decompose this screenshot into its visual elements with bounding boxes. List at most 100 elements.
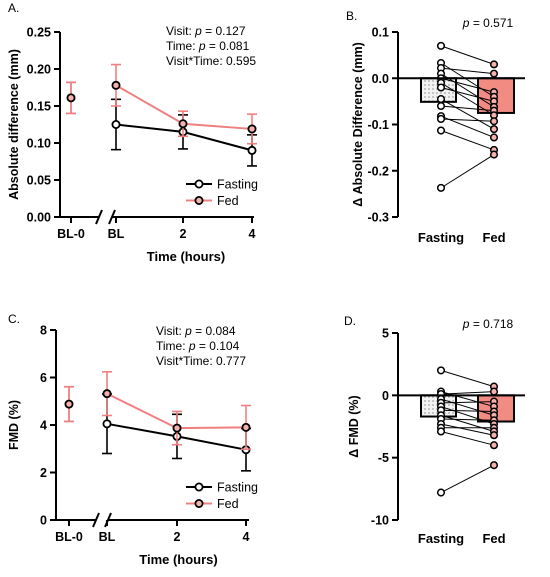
panel-d-paired-line xyxy=(440,418,495,421)
panel-c-x-axis-label: Time (hours) xyxy=(139,552,218,567)
panel-a-stats-text: Time: p = 0.081 xyxy=(166,39,250,53)
panel-c-y-tick-label: 6 xyxy=(40,371,47,385)
panel-d-point-fed xyxy=(489,441,499,450)
panel-d-y-tick-label: 0 xyxy=(382,389,389,403)
panel-a-series-fed-point xyxy=(111,80,121,90)
panel-a-x-tick-label: BL xyxy=(108,227,125,241)
panel-b-y-tick-label: 0.0 xyxy=(372,72,389,86)
panel-c-y-tick-label: 4 xyxy=(40,419,47,433)
panel-b-paired-line xyxy=(440,105,495,112)
panel-a-stats-text: Visit: p = 0.127 xyxy=(166,24,246,38)
panel-b-y-tick-label: 0.1 xyxy=(372,26,389,40)
panel-b-point-fasting xyxy=(436,183,446,192)
panel-d-point-fasting xyxy=(436,427,446,436)
panel-a-baseline-point xyxy=(66,93,76,103)
panel-c-series-fasting-point xyxy=(102,419,112,429)
panel-a-legend-marker-fasting xyxy=(194,179,204,189)
panel-a-x-tick-label: BL-0 xyxy=(57,227,85,241)
panel-b-paired-line xyxy=(440,45,495,65)
panel-a-x-axis-label: Time (hours) xyxy=(147,249,226,264)
panel-b-point-fed xyxy=(489,125,499,134)
panel-b-panel-label: B. xyxy=(346,9,357,23)
panel-d-stats-text: p = 0.718 xyxy=(462,317,514,331)
panel-b-point-fed xyxy=(489,69,499,78)
panel-b-point-fed xyxy=(489,117,499,126)
panel-b-y-tick-label: -0.1 xyxy=(367,118,389,132)
panel-a-series-fed-point xyxy=(247,124,257,134)
panel-d-paired-line xyxy=(440,409,495,413)
panel-b-category-label-fasting: Fasting xyxy=(418,230,464,245)
panel-c-legend-label-fasting: Fasting xyxy=(217,481,258,495)
panel-b-point-fed xyxy=(489,60,499,69)
panel-d-paired-line xyxy=(440,406,495,425)
panel-a-legend-label-fasting: Fasting xyxy=(217,178,258,192)
panel-a-x-tick-label: 2 xyxy=(180,227,187,241)
panel-b-stats-text: p = 0.571 xyxy=(462,16,514,30)
panel-c-stats-text: Visit: p = 0.084 xyxy=(156,324,236,338)
panel-b-paired-line xyxy=(440,154,495,189)
panel-a-y-tick-label: 0.00 xyxy=(27,211,51,225)
panel-c-x-tick-label: 2 xyxy=(174,530,181,544)
panel-d-point-fasting xyxy=(436,488,446,497)
panel-c-legend-marker-fasting xyxy=(194,482,204,492)
panel-b-point-fasting xyxy=(436,114,446,123)
panel-d-category-label-fasting: Fasting xyxy=(418,531,464,546)
panel-a-y-axis-label: Absolute difference (mm) xyxy=(7,49,21,200)
panel-d-y-tick-label: -5 xyxy=(378,451,389,465)
panel-d-paired-line xyxy=(440,414,495,432)
panel-d-paired-line xyxy=(440,401,495,404)
panel-c-x-tick-label: BL-0 xyxy=(55,530,83,544)
panel-a-y-tick-label: 0.15 xyxy=(27,100,51,114)
panel-d-paired-line xyxy=(440,398,495,416)
panel-a-series-fed-point xyxy=(178,119,188,129)
panel-d-point-fed xyxy=(489,387,499,396)
panel-b-point-fasting xyxy=(436,101,446,111)
panel-b-category-label-fed: Fed xyxy=(482,230,505,245)
panel-b-paired-line xyxy=(440,98,495,130)
panel-b-point-fasting xyxy=(436,83,446,92)
panel-a-series-fasting-point xyxy=(111,120,121,130)
panel-a-legend-marker-fed xyxy=(194,195,204,205)
panel-a-x-tick-label: 4 xyxy=(249,227,256,241)
panel-d-category-label-fed: Fed xyxy=(482,531,505,546)
panel-b-paired-line xyxy=(440,67,495,75)
panel-d-point-fed xyxy=(489,461,499,470)
panel-a-axis-break-mark xyxy=(108,209,116,225)
panel-c-baseline-point xyxy=(64,399,74,409)
panel-a-stats-text: Visit*Time: 0.595 xyxy=(166,54,256,68)
panel-c-series-fed-point xyxy=(241,422,251,432)
panel-b-y-tick-label: -0.3 xyxy=(367,211,389,225)
panel-d-point-fasting xyxy=(436,366,446,375)
panel-a-series-fasting-point xyxy=(247,145,257,155)
panel-b-y-tick-label: -0.2 xyxy=(367,164,389,178)
panel-c-series-fed-point xyxy=(102,389,112,399)
panel-d-paired-line xyxy=(440,423,495,436)
panel-b-y-axis-label: Δ Absolute Difference (mm) xyxy=(351,42,365,207)
panel-c-x-tick-label: BL xyxy=(99,530,116,544)
panel-a-axis-break-mark xyxy=(95,209,103,225)
panel-d-y-tick-label: -10 xyxy=(371,514,389,528)
panel-b-point-fasting xyxy=(436,41,446,50)
panel-a-y-tick-label: 0.10 xyxy=(27,137,51,151)
panel-d-panel-label: D. xyxy=(344,314,356,328)
panel-a-panel-label: A. xyxy=(8,1,19,15)
panel-d-paired-line xyxy=(440,464,495,494)
panel-c-legend-label-fed: Fed xyxy=(217,497,239,511)
panel-b-paired-line xyxy=(440,77,495,93)
panel-a-y-tick-label: 0.25 xyxy=(27,26,51,40)
panel-b-point-fed xyxy=(489,133,499,142)
panel-c-panel-label: C. xyxy=(8,312,20,326)
panel-d-point-fed xyxy=(489,431,499,440)
panel-b-paired-line xyxy=(440,87,495,102)
panel-b-point-fasting xyxy=(436,126,446,135)
panel-a-y-tick-label: 0.20 xyxy=(27,63,51,77)
panel-a-legend-label-fed: Fed xyxy=(217,194,239,208)
panel-c-stats-text: Visit*Time: 0.777 xyxy=(156,354,246,368)
panel-c-x-tick-label: 4 xyxy=(243,530,250,544)
panel-c-y-axis-label: FMD (%) xyxy=(7,400,21,450)
panel-b-point-fasting xyxy=(436,95,446,104)
panel-b-paired-line xyxy=(440,118,495,122)
panel-a-y-tick-label: 0.05 xyxy=(27,174,51,188)
panel-c-y-tick-label: 8 xyxy=(40,324,47,338)
panel-c-y-tick-label: 0 xyxy=(40,514,47,528)
